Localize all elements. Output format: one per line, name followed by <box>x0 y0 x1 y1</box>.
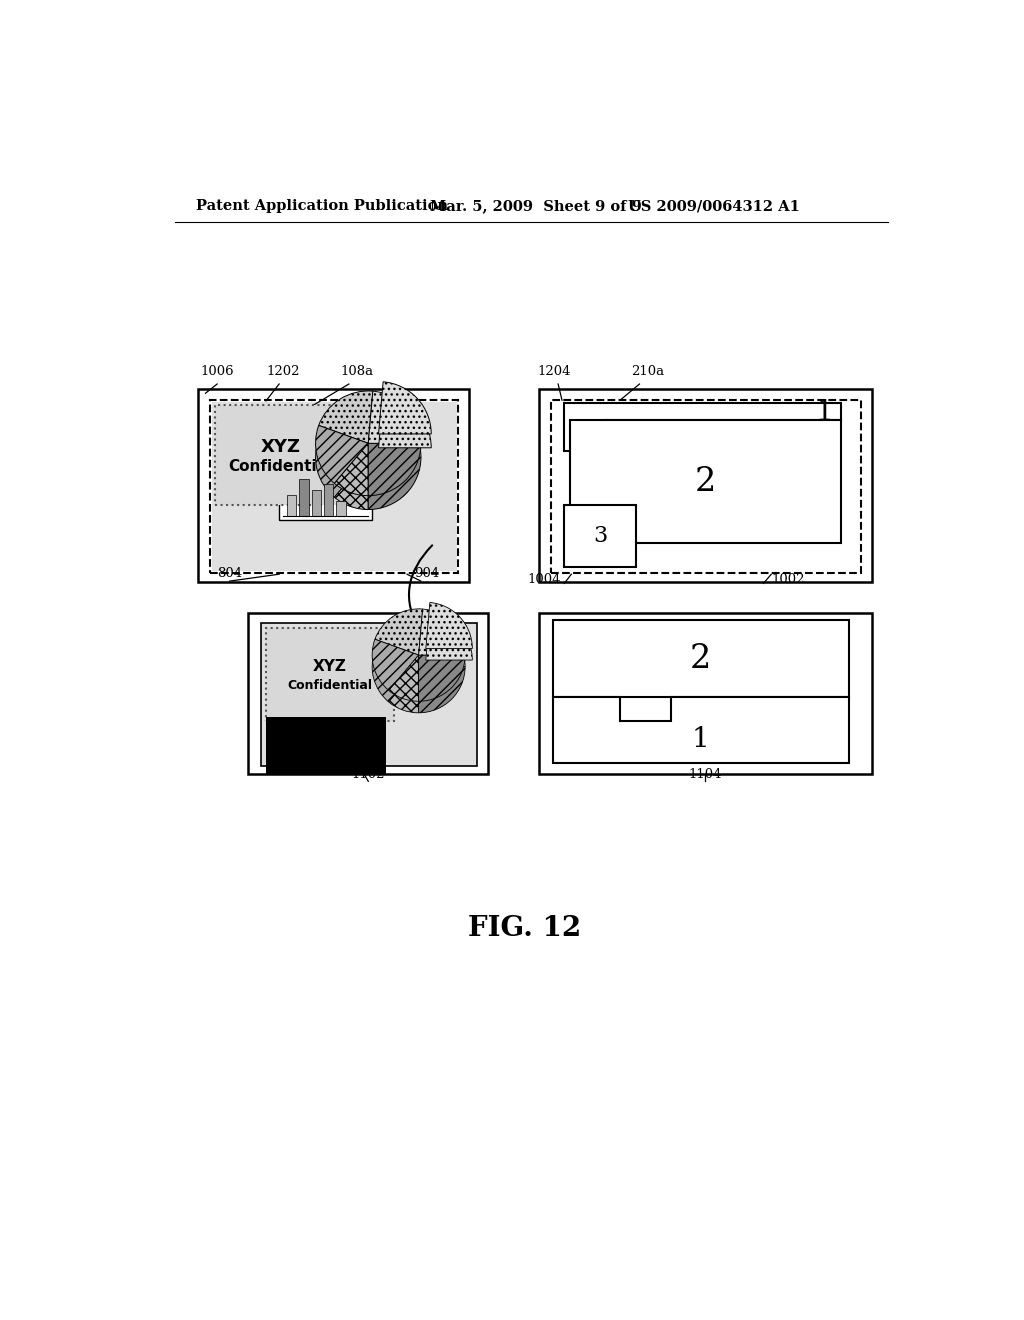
Bar <box>539 612 872 775</box>
Text: 3: 3 <box>593 525 607 546</box>
Text: 1: 1 <box>815 399 834 426</box>
Text: Confidential: Confidential <box>228 459 333 474</box>
Polygon shape <box>553 697 849 763</box>
Text: 804: 804 <box>217 568 242 581</box>
Wedge shape <box>372 651 419 702</box>
Polygon shape <box>564 404 841 451</box>
Bar <box>215 405 346 506</box>
Polygon shape <box>569 420 841 544</box>
Text: Confidential: Confidential <box>288 680 373 693</box>
Wedge shape <box>419 667 465 713</box>
Bar <box>210 400 458 573</box>
Wedge shape <box>318 405 373 457</box>
Text: 2: 2 <box>694 466 716 498</box>
Wedge shape <box>375 609 423 655</box>
Wedge shape <box>315 425 369 483</box>
Text: FIG. 12: FIG. 12 <box>468 915 582 942</box>
Wedge shape <box>389 667 419 713</box>
Wedge shape <box>379 396 431 447</box>
Text: 1102: 1102 <box>351 767 385 780</box>
Wedge shape <box>335 457 369 510</box>
Text: 210a: 210a <box>631 364 664 378</box>
Bar <box>198 389 469 582</box>
Wedge shape <box>375 620 423 667</box>
Text: Patent Application Publication: Patent Application Publication <box>197 199 449 213</box>
Text: XYZ: XYZ <box>261 438 301 457</box>
Bar <box>266 717 343 743</box>
Wedge shape <box>335 444 369 496</box>
Bar <box>551 400 861 573</box>
Bar <box>266 628 394 721</box>
Text: XYZ: XYZ <box>313 659 347 675</box>
Wedge shape <box>369 457 421 510</box>
Wedge shape <box>419 620 465 667</box>
Wedge shape <box>372 639 419 690</box>
Bar <box>539 389 872 582</box>
Text: 1006: 1006 <box>201 364 233 378</box>
Wedge shape <box>426 602 472 648</box>
Bar <box>266 717 386 775</box>
Wedge shape <box>369 391 421 444</box>
Text: 1104: 1104 <box>688 767 722 780</box>
Bar <box>280 459 372 520</box>
Polygon shape <box>553 620 849 697</box>
Text: 2: 2 <box>690 643 712 675</box>
Text: US 2009/0064312 A1: US 2009/0064312 A1 <box>628 199 800 213</box>
Bar <box>248 612 488 775</box>
Text: 1202: 1202 <box>266 364 300 378</box>
Wedge shape <box>419 609 465 655</box>
Wedge shape <box>369 405 421 457</box>
Bar <box>311 490 321 516</box>
Text: 1004: 1004 <box>527 573 560 586</box>
Wedge shape <box>426 614 472 660</box>
Wedge shape <box>389 655 419 701</box>
Bar <box>287 495 296 516</box>
Wedge shape <box>369 444 421 496</box>
Text: 1204: 1204 <box>538 364 571 378</box>
Wedge shape <box>318 391 373 444</box>
Text: 904: 904 <box>415 568 439 581</box>
Wedge shape <box>419 655 465 701</box>
Bar <box>261 623 477 766</box>
Bar <box>299 479 308 516</box>
Text: 108a: 108a <box>340 364 373 378</box>
Bar <box>324 484 334 516</box>
Text: 1: 1 <box>692 726 710 754</box>
Text: Mar. 5, 2009  Sheet 9 of 9: Mar. 5, 2009 Sheet 9 of 9 <box>430 199 642 213</box>
Polygon shape <box>564 506 636 566</box>
Bar <box>337 502 346 516</box>
Wedge shape <box>379 381 431 434</box>
Text: 1002: 1002 <box>771 573 805 586</box>
Wedge shape <box>315 440 369 498</box>
Bar <box>212 401 457 572</box>
